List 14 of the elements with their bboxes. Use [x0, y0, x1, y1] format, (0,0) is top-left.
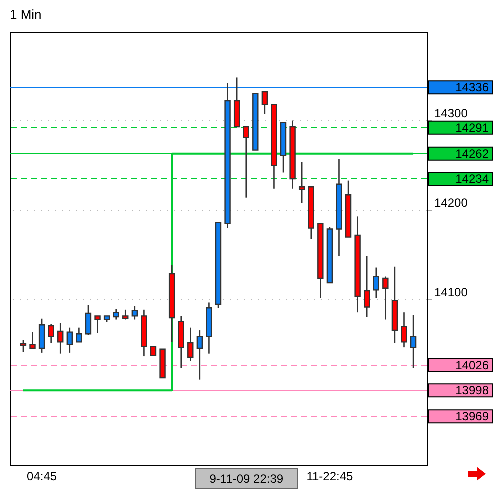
y-tick-label: 14300	[434, 106, 468, 120]
ref-line-label: 14234	[456, 172, 490, 186]
x-tick-label: 04:45	[27, 470, 58, 484]
ref-line-label: 14262	[456, 146, 490, 161]
ref-line-label: 14291	[456, 120, 490, 135]
y-tick-label: 14100	[434, 286, 468, 300]
ref-line-label: 13969	[456, 410, 490, 424]
chart-title: 1 Min	[10, 7, 42, 22]
x-tick-label: 11-22:45	[306, 470, 354, 484]
text: 9-11-09 22:39	[210, 472, 284, 486]
ref-line-label: 13998	[456, 384, 490, 398]
ref-line-label: 14336	[456, 80, 490, 95]
ref-line-label: 14026	[456, 358, 490, 372]
y-tick-label: 14200	[434, 196, 468, 210]
